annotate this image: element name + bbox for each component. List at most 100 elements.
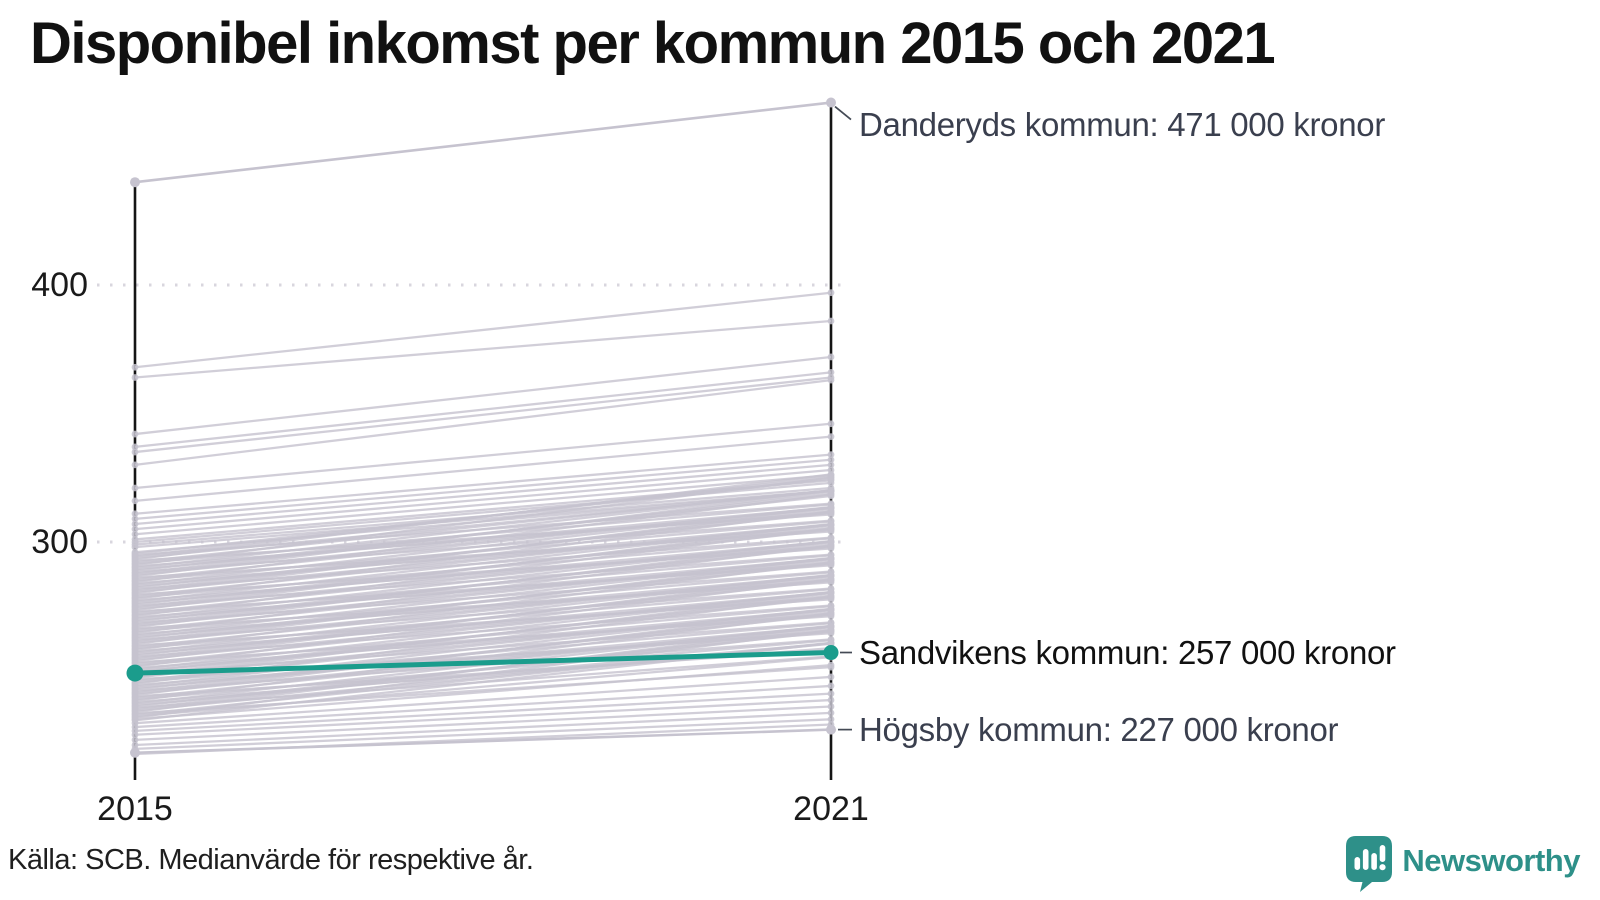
speech-bubble-shape [1346,836,1393,892]
background-lines-group [131,289,835,758]
axis-labels-group: 300 400 2015 2021 [31,266,869,828]
slope-line [134,591,832,671]
slope-line [134,291,832,369]
slope-line [134,718,832,751]
slope-dot-2015 [131,530,139,538]
slope-dot-2021 [827,690,835,698]
slope-dot-2015 [131,510,139,518]
slope-line [134,468,832,531]
annotated-lines-group [126,97,839,758]
slope-line [134,493,832,583]
slope-dot-2021 [827,353,835,361]
slope-dot-2021 [827,508,835,515]
slope-line [134,507,832,595]
slope-dot-2021 [827,558,835,566]
slope-line [134,506,832,586]
slope-line [134,692,832,733]
slope-line [134,561,832,651]
slope-line [134,558,832,646]
slope-line [134,490,832,578]
slope-dot-2021 [827,709,835,717]
slope-line [134,474,832,536]
slope-dot-2021 [827,696,835,704]
slope-line-annotated [134,101,832,184]
slope-line [134,458,832,521]
slope-line [134,453,832,515]
slope-line [134,541,832,629]
newsworthy-speech-bubble-bar-chart-icon [1346,836,1393,892]
annotation-label: Sandvikens kommun: 257 000 kronor [859,634,1396,671]
slope-line [134,524,832,612]
slope-line [134,371,832,449]
slope-dot-2015 [131,363,139,371]
slope-line [134,319,832,379]
slope-line [134,612,832,702]
slope-dot-2021 [827,639,835,647]
source-note: Källa: SCB. Medianvärde för respektive å… [8,844,534,876]
annotation-leader-line [834,105,852,121]
slope-line [134,510,832,600]
newsworthy-logo: Newsworthy [1346,836,1580,892]
slope-dot-2021 [823,645,839,661]
slope-line [134,527,832,617]
slope-dot-2021 [827,461,835,469]
slope-dot-2015 [131,731,139,739]
slope-dot-2015 [131,736,139,744]
slope-line [134,711,832,747]
slope-line [134,625,832,714]
slope-dot-2021 [827,626,835,634]
slope-line [134,557,832,637]
slope-dot-2015 [131,374,139,381]
slope-line [134,476,832,567]
slope-line [134,473,832,561]
slope-line [134,705,832,742]
slope-line [134,463,832,526]
slope-dot-2015 [131,443,139,451]
slope-dot-2015 [131,515,139,523]
slope-dot-2021 [827,317,835,325]
slope-dot-2021 [826,724,836,735]
slope-dot-2021 [827,368,835,376]
slope-line-highlighted [134,650,832,676]
slope-dot-2015 [131,497,139,505]
slope-line [134,489,832,569]
slope-dot-2021 [827,682,835,690]
slope-line [134,544,832,634]
x-tick-label-2015: 2015 [97,790,173,828]
slope-line [134,663,832,721]
slope-dot-2015 [130,747,140,758]
slope-line-annotated [134,728,832,755]
slope-dot-2021 [827,703,835,710]
slope-line [134,608,832,697]
slope-line [134,422,832,490]
slope-dot-2021 [827,715,835,723]
slope-dot-2021 [827,592,835,600]
slope-dot-2021 [827,456,835,464]
slope-line [134,608,832,688]
annotation-label: Danderyds kommun: 471 000 kronor [859,106,1385,143]
slope-line [134,629,832,719]
slope-line [134,578,832,668]
slope-line [134,675,832,725]
slope-dot-2015 [131,525,139,533]
x-tick-label-2021: 2021 [793,790,869,828]
slope-dot-2021 [827,541,835,549]
slope-dot-2015 [126,664,144,682]
slope-dot-2015 [131,520,139,528]
slope-dot-2021 [827,673,835,681]
slope-dot-2021 [827,609,835,617]
slope-dot-2021 [827,451,835,459]
slope-dot-2015 [131,484,139,492]
slope-dot-2015 [131,448,139,456]
slope-dot-2021 [827,376,835,384]
newsworthy-wordmark: Newsworthy [1402,843,1580,878]
slope-dot-2021 [826,97,836,108]
chart-title: Disponibel inkomst per kommun 2015 och 2… [30,11,1276,76]
slope-line [134,540,832,620]
slope-dot-2021 [827,433,835,441]
slope-line [134,378,832,467]
slope-dot-2021 [827,474,835,481]
slope-line [134,376,832,454]
